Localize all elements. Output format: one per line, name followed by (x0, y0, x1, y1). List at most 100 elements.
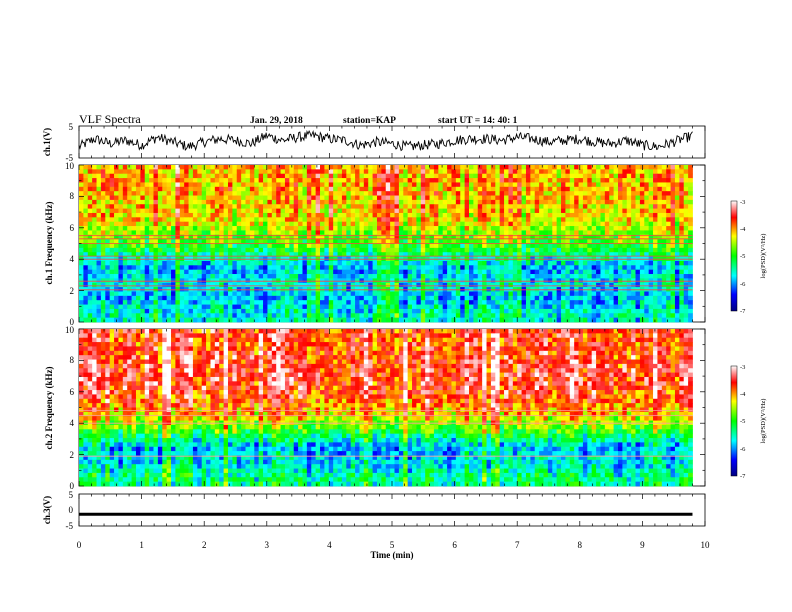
spectrogram-cell (315, 217, 321, 223)
spectrogram-cell (517, 165, 522, 170)
spectrogram-cell (657, 230, 663, 236)
spectrogram-cell (249, 313, 255, 319)
spectrogram-cell (241, 212, 246, 218)
spectrogram-cell (429, 178, 435, 183)
spectrogram-cell (604, 173, 610, 179)
spectrogram-cell (236, 186, 242, 192)
spectrogram-cell (105, 234, 111, 240)
spectrogram-cell (482, 221, 487, 227)
spectrogram-cell (144, 274, 150, 279)
spectrogram-cell (105, 269, 111, 275)
spectrogram-cell (473, 186, 479, 192)
spectrogram-cell (530, 212, 536, 218)
spectrogram-cell (464, 234, 470, 240)
spectrogram-cell (504, 252, 509, 257)
spectrogram-cell (613, 186, 619, 192)
spectrogram-cell (451, 278, 457, 284)
spectrogram-cell (280, 195, 286, 201)
spectrogram-cell (341, 169, 347, 175)
spectrogram-cell (578, 269, 584, 275)
spectrogram-cell (683, 304, 689, 310)
spectrogram-cell (320, 317, 325, 323)
spectrogram-cell (587, 234, 593, 240)
spectrogram-cell (653, 221, 658, 227)
spectrogram-cell (197, 226, 203, 231)
spectrogram-cell (298, 195, 303, 201)
spectrogram-cell (87, 182, 93, 188)
spectrogram-cell (631, 295, 636, 301)
spectrogram-cell (245, 295, 251, 301)
spectrogram-cell (631, 260, 636, 266)
spectrogram-cell (293, 265, 299, 271)
spectrogram-cell (337, 295, 343, 301)
spectrogram-cell (289, 295, 295, 301)
spectrogram-cell (534, 230, 540, 236)
spectrogram-cell (337, 186, 343, 192)
spectrogram-cell (337, 217, 343, 223)
spectrogram-cell (626, 204, 632, 210)
spectrogram-cell (162, 260, 168, 266)
spectrogram-cell (499, 274, 505, 279)
spectrogram-cell (556, 274, 562, 279)
spectrogram-cell (504, 212, 509, 218)
spectrogram-cell (302, 291, 308, 297)
spectrogram-cell (289, 221, 295, 227)
spectrogram-cell (547, 265, 553, 271)
spectrogram-cell (543, 282, 549, 288)
spectrogram-cell (381, 260, 387, 266)
spectrogram-cell (578, 221, 584, 227)
spectrogram-cell (333, 265, 338, 271)
spectrogram-cell (429, 208, 435, 214)
spectrogram-cell (227, 265, 233, 271)
spectrogram-cell (407, 217, 413, 223)
spectrogram-cell (455, 226, 461, 231)
spectrogram-cell (433, 204, 439, 210)
spectrogram-cell (596, 226, 601, 231)
spectrogram-cell (398, 204, 404, 210)
spectrogram-cell (622, 282, 628, 288)
spectrogram-cell (328, 239, 334, 244)
spectrogram-cell (245, 274, 251, 279)
spectrogram-cell (267, 313, 273, 319)
spectrogram-cell (416, 173, 422, 179)
spectrogram-cell (600, 304, 606, 310)
spectrogram-cell (166, 308, 172, 314)
spectrogram-cell (368, 304, 373, 310)
spectrogram-cell (320, 182, 325, 188)
spectrogram-cell (521, 243, 527, 249)
spectrogram-cell (613, 208, 619, 214)
spectrogram-cell (438, 282, 444, 288)
spectrogram-cell (100, 204, 106, 210)
spectrogram-cell (556, 304, 562, 310)
spectrogram-cell (653, 300, 658, 305)
spectrogram-cell (192, 313, 198, 319)
spectrogram-cell (219, 169, 224, 175)
spectrogram-cell (442, 282, 448, 288)
spectrogram-cell (490, 173, 496, 179)
spectrogram-cell (416, 199, 422, 205)
spectrogram-cell (512, 308, 518, 314)
spectrogram-cell (425, 300, 430, 305)
spectrogram-cell (644, 169, 650, 175)
spectrogram-cell (385, 230, 391, 236)
spectrogram-cell (657, 173, 663, 179)
spectrogram-cell (469, 269, 474, 275)
spectrogram-cell (600, 243, 606, 249)
spectrogram-cell (596, 208, 601, 214)
spectrogram-cell (534, 186, 540, 192)
spectrogram-cell (328, 217, 334, 223)
spectrogram-cell (688, 182, 693, 188)
spectrogram-cell (486, 217, 492, 223)
spectrogram-cell (223, 308, 229, 314)
spectrogram-cell (131, 265, 137, 271)
spectrogram-cell (254, 291, 260, 297)
spectrogram-cell (438, 212, 444, 218)
spectrogram-cell (359, 278, 365, 284)
spectrogram-cell (442, 317, 448, 323)
spectrogram-cell (530, 300, 536, 305)
spectrogram-cell (337, 313, 343, 319)
spectrogram-cell (561, 269, 566, 275)
spectrogram-cell (135, 234, 141, 240)
spectrogram-cell (539, 169, 544, 175)
